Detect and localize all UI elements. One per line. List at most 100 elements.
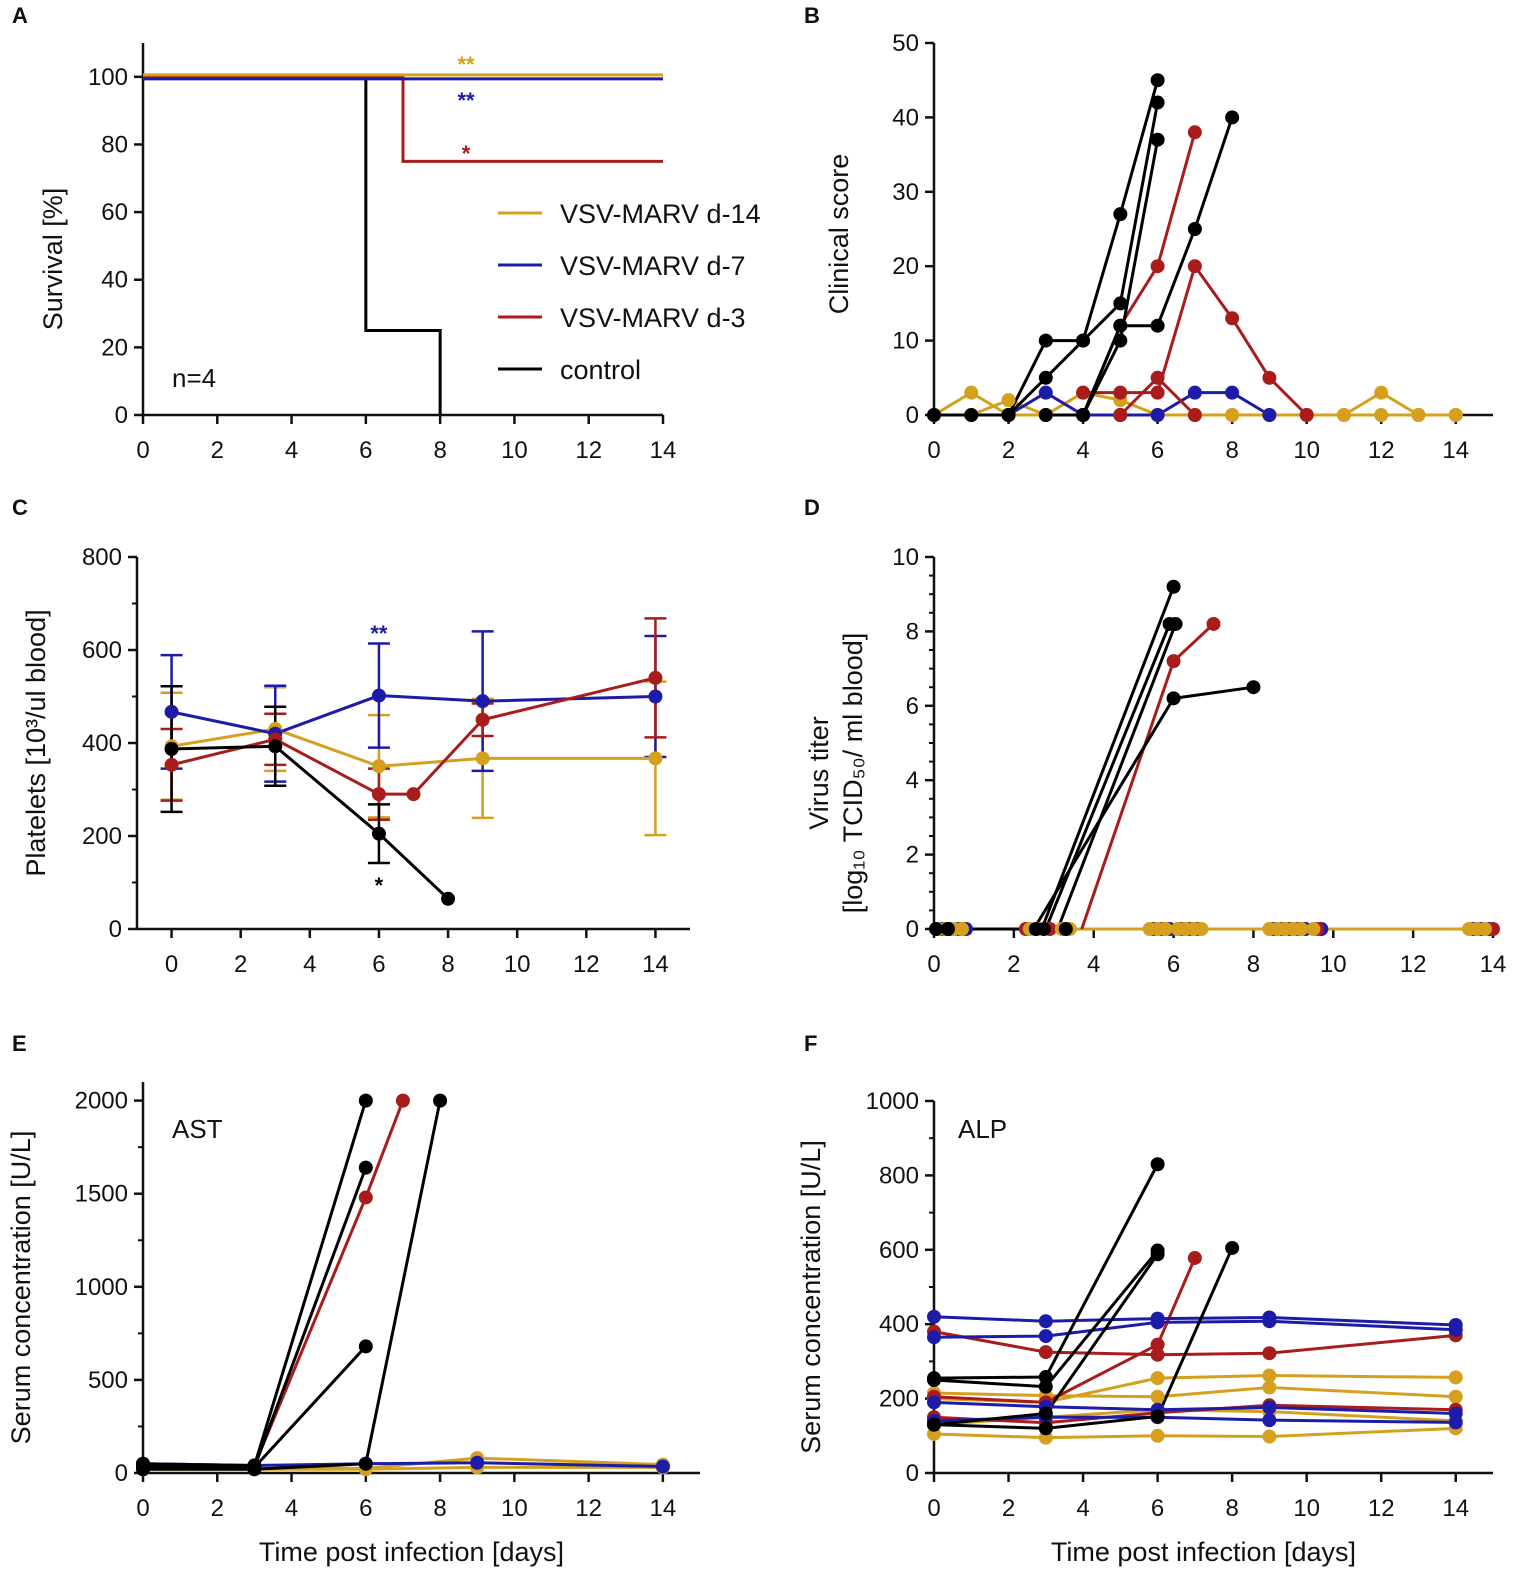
x-tick-label: 4	[303, 951, 316, 978]
x-tick-label: 10	[1293, 1495, 1320, 1522]
ast-line-control	[142, 1100, 368, 1468]
alp-line-d14	[933, 1374, 1456, 1404]
alp-point-d7	[1262, 1413, 1277, 1428]
titer-point-control	[1168, 616, 1183, 631]
y-tick-label: 60	[101, 199, 128, 226]
alp-point-control	[1038, 1421, 1053, 1436]
panel-letter: E	[12, 1031, 27, 1056]
alp-point-d3	[1150, 1347, 1165, 1362]
score-point-control	[1076, 408, 1091, 422]
x-tick-label: 8	[1225, 437, 1238, 464]
sample-size-annotation: n=4	[172, 363, 216, 393]
platelet-point-d3	[164, 757, 179, 772]
assay-annotation: ALP	[958, 1114, 1007, 1144]
y-tick-label: 1500	[75, 1181, 128, 1208]
score-point-control	[1187, 222, 1202, 236]
score-line-control	[1045, 139, 1160, 417]
platelet-line-d3	[171, 676, 656, 796]
score-point-d7	[1150, 408, 1165, 422]
y-tick-label: 40	[101, 267, 128, 294]
y-tick-label: 0	[109, 916, 122, 943]
score-point-control	[1150, 73, 1165, 88]
y-tick-label: 400	[82, 730, 122, 757]
y-tick-label: 200	[82, 823, 122, 850]
score-point-d14	[1411, 408, 1426, 422]
titer-zero-point-d14	[954, 922, 969, 936]
titer-point-d3	[1206, 616, 1221, 631]
alp-point-control	[1150, 1157, 1165, 1172]
ast-line-control	[143, 1345, 367, 1469]
alp-point-d14	[1262, 1380, 1277, 1395]
alp-point-d7	[927, 1395, 941, 1410]
x-tick-label: 8	[1225, 1495, 1238, 1522]
score-point-d14	[1001, 393, 1016, 408]
ast-point-control	[136, 1462, 150, 1477]
score-point-d7	[1187, 385, 1202, 400]
titer-zero-point-d14	[1478, 922, 1493, 936]
score-point-d14	[1374, 408, 1389, 422]
alp-point-control	[1150, 1247, 1165, 1262]
y-tick-label: 600	[879, 1237, 919, 1264]
platelet-point-d14	[371, 759, 386, 774]
alp-point-d7	[1262, 1400, 1277, 1415]
y-tick-label: 0	[906, 1460, 919, 1487]
platelet-point-control	[164, 742, 179, 757]
x-tick-label: 6	[359, 437, 372, 464]
y-tick-label: 40	[892, 104, 919, 131]
score-point-d7	[1262, 408, 1277, 422]
titer-point-control	[1166, 579, 1181, 594]
score-point-control	[1038, 333, 1053, 348]
panel-letter: B	[804, 3, 820, 28]
x-tick-label: 10	[501, 437, 528, 464]
panel-e: 0 500 1000 1500 2000 0 2 4 6 8 10 12 14 E Time post in…	[6, 1031, 700, 1567]
x-tick-label: 0	[927, 951, 940, 978]
alp-point-d14	[1448, 1389, 1463, 1404]
ast-point-d7	[655, 1459, 670, 1474]
titer-zero-point-d14	[1194, 922, 1209, 936]
platelet-point-d7	[164, 704, 179, 719]
platelet-point-d3	[406, 787, 421, 802]
x-tick-label: 8	[441, 951, 454, 978]
alp-point-control	[1038, 1406, 1053, 1421]
x-tick-label: 4	[1076, 1495, 1089, 1522]
y-tick-label: 1000	[75, 1274, 128, 1301]
score-point-d3	[1150, 370, 1165, 385]
alp-point-d3	[1150, 1337, 1165, 1352]
x-tick-label: 6	[1167, 951, 1180, 978]
x-tick-label: 0	[136, 1495, 149, 1522]
alp-point-d14	[1150, 1428, 1165, 1443]
score-point-control	[964, 408, 979, 422]
x-tick-label: 12	[1400, 951, 1427, 978]
alp-point-control	[1038, 1370, 1053, 1385]
score-point-d3	[1150, 259, 1165, 274]
y-axis-label-line1: Virus titer	[804, 716, 834, 830]
y-axis-label: Platelets [10³/ul blood]	[21, 609, 51, 876]
score-point-control	[1001, 408, 1016, 422]
score-point-control	[1113, 296, 1128, 311]
y-axis-label-line2: [log₁₀ TCID₅₀/ ml blood]	[838, 633, 868, 914]
x-tick-label: 2	[234, 951, 247, 978]
alp-point-control	[1038, 1379, 1053, 1394]
titer-line-control	[1032, 685, 1254, 930]
ast-point-control	[247, 1462, 262, 1477]
titer-zero-point-d14	[1294, 922, 1309, 936]
legend-label-d3: VSV-MARV d-3	[560, 303, 746, 333]
x-tick-label: 6	[1151, 1495, 1164, 1522]
titer-line-control	[1056, 623, 1177, 930]
alp-point-control	[1150, 1409, 1165, 1424]
score-point-control	[927, 408, 941, 422]
alp-line-d14	[933, 1426, 1456, 1440]
panel-b: 0 10 20 30 40 50 0 2 4 6 8 10 12 14 B Clinical score	[804, 3, 1493, 464]
alp-point-d14	[1262, 1368, 1277, 1383]
score-point-control	[1150, 95, 1165, 110]
significance-control: *	[375, 873, 384, 898]
score-point-d14	[1374, 385, 1389, 400]
y-tick-label: 20	[892, 253, 919, 280]
ast-line-control	[143, 1100, 442, 1471]
x-tick-label: 2	[1002, 1495, 1015, 1522]
y-axis-label: Clinical score	[824, 154, 854, 315]
ast-point-control	[358, 1456, 373, 1471]
platelet-point-d14	[475, 751, 490, 766]
y-tick-label: 30	[892, 179, 919, 206]
